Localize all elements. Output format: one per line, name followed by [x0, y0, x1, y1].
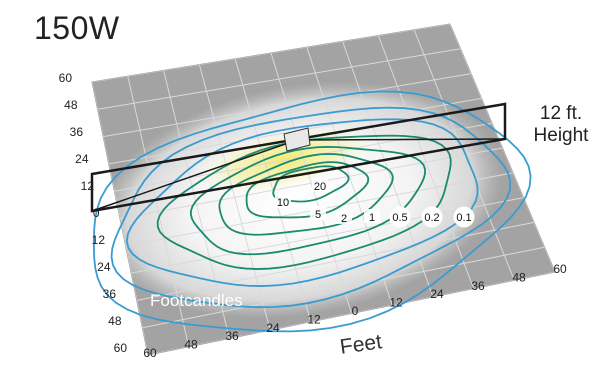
contour-label-bg: [336, 210, 352, 224]
luminaire-icon: [283, 127, 311, 152]
mount-height-value: 12 ft.: [539, 103, 583, 124]
contour-line-20: [272, 165, 350, 203]
bottom-tick-label: 12: [307, 312, 321, 326]
grid-line-across: [103, 73, 472, 138]
contour-label-bg: [364, 209, 380, 223]
grid-line-depth: [377, 35, 475, 289]
left-tick-label: 24: [97, 260, 111, 274]
contour-line-2: [190, 145, 426, 256]
isofootcandle-contours: [93, 90, 532, 333]
contour-line-0-1: [93, 90, 532, 333]
bottom-tick-label: 0: [352, 304, 359, 318]
wattage-title: 150W: [34, 10, 120, 46]
contour-label-bg: [275, 194, 291, 208]
contour-badge: [421, 206, 443, 228]
bottom-tick-label: 60: [143, 346, 157, 360]
left-tick-label: 48: [64, 98, 78, 112]
contour-line-5: [218, 153, 394, 236]
bottom-tick-label: 24: [266, 321, 280, 335]
contour-line-1: [156, 134, 452, 270]
contour-label-5: 5: [315, 209, 321, 221]
grid-line-across: [119, 147, 503, 219]
contour-label-20: 20: [314, 181, 326, 193]
grid-line-depth: [306, 47, 393, 306]
bottom-tick-label: 36: [471, 279, 485, 293]
contour-label-2: 2: [341, 213, 347, 225]
footcandles-label: Footcandles: [150, 291, 243, 310]
bottom-tick-label: 24: [430, 287, 444, 301]
beam-line-left: [91, 139, 298, 212]
light-pool-glow: [97, 81, 503, 319]
contour-label-bg: [312, 178, 328, 192]
left-tick-label: 60: [59, 71, 73, 85]
contour-label-1: 1: [369, 212, 375, 224]
grid-line-depth: [449, 24, 555, 273]
left-tick-label: 24: [75, 152, 89, 166]
bottom-tick-label: 48: [184, 338, 198, 352]
left-tick-label: 60: [114, 341, 128, 355]
fixture-frame: [90, 102, 507, 213]
mount-height-caption: Height: [533, 125, 589, 146]
contour-label-0-1: 0.1: [456, 212, 471, 224]
contour-label-bg: [310, 206, 326, 220]
bottom-tick-label: 36: [225, 329, 239, 343]
contour-line-10: [245, 161, 370, 219]
bottom-tick-label: 12: [389, 296, 403, 310]
contour-badge: [389, 206, 411, 228]
left-tick-label: 0: [93, 206, 100, 220]
left-tick-label: 12: [92, 233, 106, 247]
contour-label-0-5: 0.5: [392, 212, 407, 224]
mount-height-label: 12 ft. Height: [522, 103, 600, 147]
contour-line-0-5: [125, 118, 479, 287]
beam-line-right: [296, 138, 506, 141]
left-tick-label: 36: [103, 287, 117, 301]
contour-label-0-2: 0.2: [424, 212, 439, 224]
bottom-tick-label: 48: [512, 270, 526, 284]
contour-label-10: 10: [277, 197, 289, 209]
grid-line-across: [92, 24, 451, 83]
left-tick-label: 36: [70, 125, 84, 139]
contour-badge: [453, 206, 475, 228]
bottom-tick-label: 60: [553, 262, 567, 276]
grid-line-across: [97, 48, 461, 110]
contour-labels: 20 10 5 2 1 0.5 0.2 0.1: [275, 178, 475, 228]
left-tick-label: 48: [108, 314, 122, 328]
contour-line-0-2: [110, 106, 512, 309]
grid-line-depth: [413, 29, 515, 281]
